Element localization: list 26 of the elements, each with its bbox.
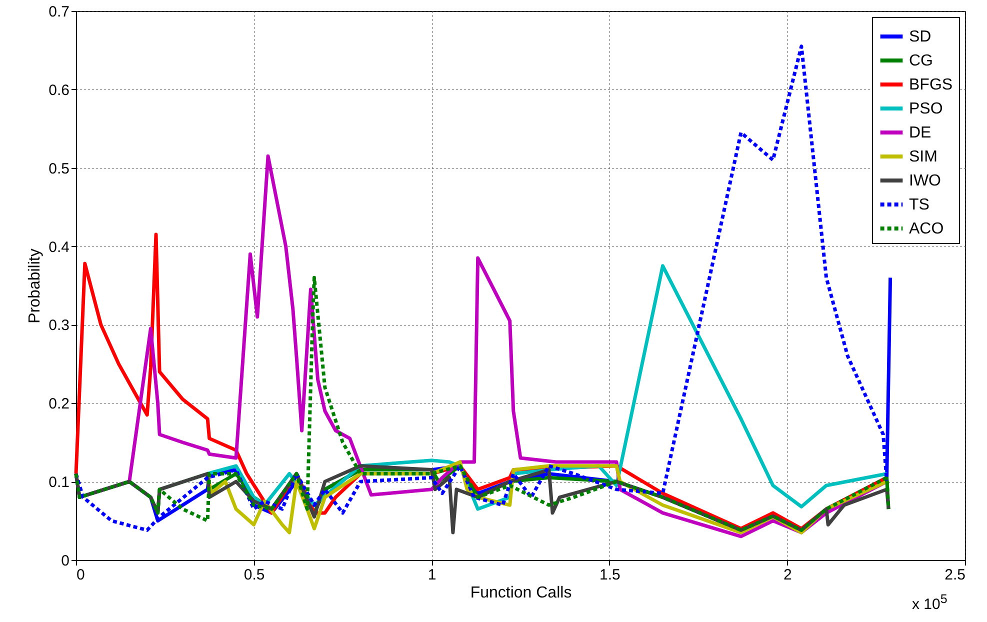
- y-tick-label: 0.2: [48, 396, 70, 413]
- y-tick-label: 0.6: [48, 82, 70, 99]
- legend-label: CG: [909, 52, 933, 70]
- y-tick-label: 0: [61, 552, 70, 570]
- x-tick-label: 1: [428, 566, 436, 584]
- y-tick-label: 0.1: [48, 474, 70, 492]
- legend-label: TS: [909, 196, 930, 214]
- x-tick-label: 0: [76, 566, 85, 584]
- y-tick-label: 0.7: [48, 4, 70, 20]
- legend-label: IWO: [909, 172, 941, 190]
- legend-label: ACO: [909, 220, 944, 238]
- legend-label: PSO: [909, 100, 943, 118]
- x-tick-label: 1.5: [599, 566, 620, 584]
- y-tick-label: 0.3: [48, 317, 70, 334]
- legend-label: BFGS: [909, 76, 953, 94]
- x-tick-label: 2.5: [944, 566, 966, 584]
- legend-label: SIM: [909, 148, 938, 166]
- legend-label: DE: [909, 124, 932, 142]
- x-tick-label: 0.5: [244, 566, 265, 584]
- x-axis-title: Function Calls: [470, 584, 572, 602]
- y-axis-title: Probability: [26, 248, 44, 324]
- y-tick-label: 0.4: [48, 238, 70, 256]
- legend-label: SD: [909, 28, 932, 46]
- y-tick-label: 0.5: [48, 160, 70, 178]
- x-tick-label: 2: [784, 566, 792, 584]
- text: x 10$^{5}$: [912, 592, 948, 613]
